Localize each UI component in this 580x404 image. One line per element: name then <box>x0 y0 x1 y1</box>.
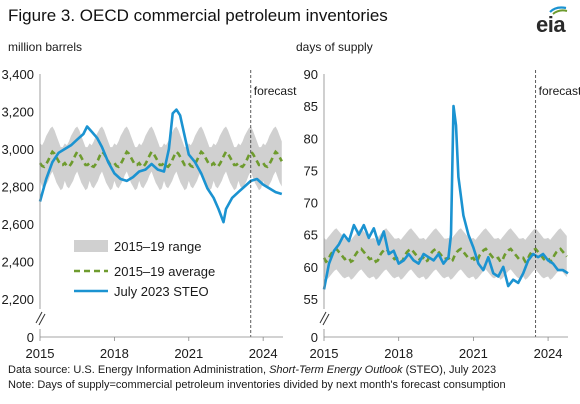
right-chart-ylabel: days of supply <box>296 40 373 54</box>
right-x-tick-label: 2024 <box>534 346 563 361</box>
right-y-tick-label: 60 <box>304 260 318 275</box>
legend-steo-label: July 2023 STEO <box>114 284 209 299</box>
legend-average-label: 2015–19 average <box>114 264 215 279</box>
eia-logo: eia <box>536 6 570 37</box>
eia-logo-text: eia <box>536 12 566 37</box>
right-x-tick-label: 2018 <box>384 346 413 361</box>
right-forecast-label: forecast <box>539 84 580 98</box>
left-chart-ylabel: million barrels <box>8 40 83 54</box>
figure-title: Figure 3. OECD commercial petroleum inve… <box>8 6 388 25</box>
left-axis-break-2 <box>38 313 46 326</box>
data-source: Data source: U.S. Energy Information Adm… <box>8 364 496 376</box>
left-y-tick-label: 3,000 <box>1 142 34 157</box>
eia-logo-swoosh-icon <box>549 6 568 15</box>
left-y-zero-label: 0 <box>27 330 34 345</box>
source-suffix: (STEO), July 2023 <box>402 364 497 376</box>
left-y-tick-label: 2,800 <box>1 180 34 195</box>
legend-range-swatch <box>74 240 108 252</box>
note: Note: Days of supply=commercial petroleu… <box>8 379 506 391</box>
left-range-band <box>40 126 282 191</box>
left-average-line <box>38 149 283 169</box>
source-prefix: Data source: U.S. Energy Information Adm… <box>8 364 270 376</box>
left-y-tick-label: 3,200 <box>1 105 34 120</box>
left-y-tick-label: 3,400 <box>1 67 34 82</box>
right-y-tick-label: 55 <box>304 292 318 307</box>
right-x-tick-label: 2021 <box>459 346 488 361</box>
left-x-tick-label: 2018 <box>100 346 129 361</box>
source-italic: Short-Term Energy Outlook <box>269 364 403 376</box>
right-y-tick-label: 75 <box>304 163 318 178</box>
left-y-tick-label: 2,200 <box>1 292 34 307</box>
left-axis-break-1 <box>35 311 43 324</box>
left-forecast-label: forecast <box>254 84 297 98</box>
left-y-tick-label: 2,600 <box>1 217 34 232</box>
right-steo-line <box>322 104 569 290</box>
right-y-tick-label: 85 <box>304 99 318 114</box>
right-axis-break-2 <box>322 313 330 326</box>
left-x-tick-label: 2021 <box>174 346 203 361</box>
right-y-tick-label: 65 <box>304 228 318 243</box>
left-y-tick-label: 2,400 <box>1 255 34 270</box>
legend-range-label: 2015–19 range <box>114 239 201 254</box>
left-x-tick-label: 2015 <box>26 346 55 361</box>
right-axis-break-1 <box>319 311 327 324</box>
right-y-tick-label: 70 <box>304 196 318 211</box>
right-x-tick-label: 2015 <box>310 346 339 361</box>
right-average-line <box>322 247 568 264</box>
left-x-tick-label: 2024 <box>249 346 278 361</box>
right-y-zero-label: 0 <box>311 330 318 345</box>
right-y-tick-label: 90 <box>304 67 318 82</box>
right-y-tick-label: 80 <box>304 131 318 146</box>
left-steo-line <box>38 108 283 224</box>
